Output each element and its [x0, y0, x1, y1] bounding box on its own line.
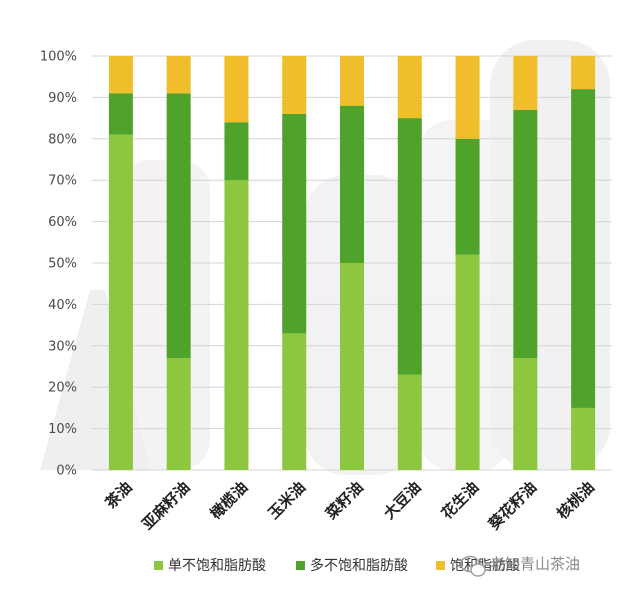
x-tick-label: 葵花籽油	[485, 478, 540, 533]
bar-segment	[282, 333, 307, 470]
bar-segment	[455, 56, 480, 139]
bar-segment	[108, 56, 133, 94]
y-tick-label: 10%	[48, 422, 77, 437]
bar-segment	[108, 134, 133, 470]
bar-segment	[340, 263, 364, 470]
bar-segment	[513, 358, 538, 470]
x-tick-label: 菜籽油	[322, 478, 367, 523]
legend-label: 多不饱和脂肪酸	[310, 557, 408, 574]
y-tick-label: 90%	[48, 91, 77, 106]
bar-segment	[282, 56, 307, 114]
y-tick-label: 70%	[48, 174, 77, 189]
x-axis-labels: 茶油 亚麻籽油 橄榄油 玉米油 菜籽油 大豆油 花生油 葵花籽油 核桃油	[102, 478, 598, 533]
x-tick-label: 茶油	[102, 478, 136, 512]
bar-segment	[571, 89, 596, 408]
legend-swatch	[154, 561, 163, 570]
bar-segment	[571, 56, 596, 90]
x-tick-label: 玉米油	[264, 478, 309, 523]
legend-label: 单不饱和脂肪酸	[168, 558, 266, 574]
bar-segment	[166, 93, 191, 359]
x-tick-label: 大豆油	[380, 478, 425, 523]
y-tick-label: 20%	[48, 381, 77, 396]
watermark: 老知青山茶油	[460, 555, 580, 577]
y-tick-label: 50%	[48, 257, 77, 272]
bar-segment	[513, 56, 538, 110]
y-tick-label: 80%	[48, 132, 77, 147]
bar-segment	[224, 180, 249, 470]
bar-segment	[397, 56, 422, 119]
bar-segment	[166, 56, 191, 94]
y-axis-ticks: 0% 10% 20% 30% 40% 50% 60% 70% 80% 90% 100%	[40, 50, 77, 479]
bar-segment	[340, 56, 364, 106]
bar-segment	[224, 56, 249, 123]
y-tick-label: 60%	[48, 215, 77, 230]
x-tick-label: 橄榄油	[207, 478, 252, 523]
bars	[108, 56, 596, 470]
x-tick-label: 亚麻籽油	[138, 478, 193, 533]
bar-segment	[455, 138, 480, 255]
bar-segment	[224, 122, 249, 181]
x-tick-label: 花生油	[438, 478, 483, 523]
bar-segment	[166, 358, 191, 470]
bar-segment	[397, 374, 422, 470]
y-tick-label: 0%	[56, 464, 77, 479]
bar-segment	[513, 109, 538, 359]
bar-segment	[397, 118, 422, 375]
legend-swatch	[296, 561, 305, 570]
legend: 单不饱和脂肪酸 多不饱和脂肪酸 饱和脂肪酸	[154, 557, 520, 574]
bar-segment	[282, 113, 307, 334]
legend-swatch	[436, 561, 445, 570]
bar-segment	[571, 407, 596, 470]
legend-label: 饱和脂肪酸	[450, 558, 520, 574]
y-tick-label: 40%	[48, 298, 77, 313]
watermark-text: 老知青山茶油	[490, 555, 580, 573]
y-tick-label: 100%	[40, 50, 77, 65]
bar-segment	[455, 254, 480, 470]
bar-segment	[340, 105, 364, 264]
y-tick-label: 30%	[48, 339, 77, 354]
bar-segment	[108, 93, 133, 135]
wechat-icon	[460, 555, 486, 577]
x-tick-label: 核桃油	[553, 478, 598, 523]
